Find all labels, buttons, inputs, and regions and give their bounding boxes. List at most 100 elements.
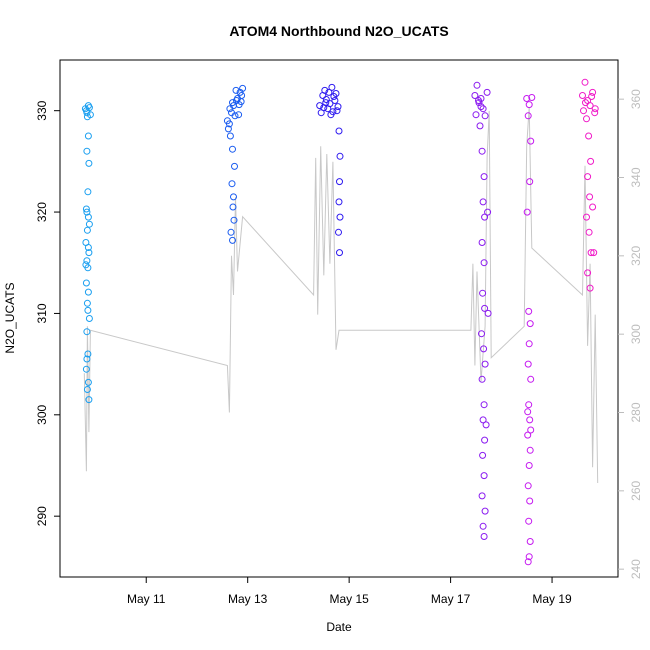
- data-point: [480, 533, 488, 540]
- data-point: [581, 78, 589, 86]
- data-point: [84, 244, 92, 251]
- data-point: [588, 93, 596, 100]
- data-point: [235, 111, 243, 119]
- data-point: [230, 193, 237, 201]
- data-point: [524, 360, 532, 368]
- data-point: [526, 416, 534, 424]
- data-point: [336, 213, 344, 221]
- data-point: [239, 84, 247, 92]
- data-point: [478, 330, 485, 338]
- flight-6-points: [579, 78, 599, 292]
- data-point: [228, 180, 236, 188]
- data-point: [480, 472, 488, 480]
- data-point: [333, 107, 341, 115]
- data-point: [328, 83, 336, 91]
- altitude-series: [83, 106, 599, 484]
- data-point: [527, 375, 535, 383]
- data-point: [590, 249, 598, 257]
- data-point: [525, 517, 533, 525]
- data-points: [81, 78, 599, 566]
- data-point: [84, 350, 92, 358]
- data-point: [229, 236, 236, 244]
- data-point: [477, 103, 485, 111]
- data-point: [83, 208, 91, 216]
- data-point: [335, 127, 343, 135]
- data-point: [587, 157, 595, 165]
- data-point: [480, 401, 488, 409]
- flight-5-points: [523, 94, 536, 566]
- data-point: [524, 408, 532, 416]
- data-point: [585, 132, 593, 140]
- data-point: [316, 102, 324, 110]
- data-point: [84, 306, 92, 314]
- data-point: [484, 309, 492, 317]
- data-point: [526, 497, 534, 505]
- data-point: [336, 178, 343, 186]
- data-point: [85, 249, 93, 257]
- data-point: [336, 152, 344, 160]
- data-point: [586, 284, 594, 292]
- data-point: [85, 315, 93, 322]
- data-point: [481, 213, 489, 221]
- y2-tick-label: 260: [629, 481, 643, 501]
- y2-tick-label: 280: [629, 402, 643, 422]
- data-point: [481, 112, 489, 120]
- data-point: [524, 112, 532, 120]
- data-point: [334, 103, 342, 111]
- data-point: [479, 451, 487, 459]
- data-point: [527, 426, 535, 434]
- data-point: [82, 279, 90, 287]
- data-point: [483, 88, 491, 96]
- data-point: [479, 522, 487, 530]
- data-point: [525, 401, 533, 409]
- data-point: [83, 299, 91, 307]
- y2-axis: 240 260 280 300 320 340 360: [618, 89, 643, 579]
- altitude-line: [83, 106, 599, 484]
- data-point: [587, 249, 595, 257]
- data-point: [83, 328, 91, 336]
- data-point: [84, 132, 92, 140]
- data-point: [526, 178, 534, 186]
- data-point: [335, 198, 343, 206]
- data-point: [85, 104, 93, 112]
- data-point: [481, 360, 489, 368]
- data-point: [331, 97, 339, 104]
- data-point: [481, 436, 489, 444]
- flight-1-points: [81, 102, 94, 404]
- data-point: [479, 416, 487, 424]
- data-point: [582, 99, 589, 107]
- data-point: [231, 162, 238, 170]
- data-point: [523, 208, 531, 216]
- x-tick-label: May 13: [228, 592, 268, 606]
- data-point: [83, 226, 91, 234]
- data-point: [525, 553, 533, 561]
- x-tick-label: May 11: [127, 592, 166, 606]
- data-point: [82, 365, 90, 373]
- data-point: [580, 107, 587, 115]
- data-point: [479, 105, 487, 113]
- data-point: [225, 120, 233, 128]
- data-point: [526, 320, 534, 328]
- data-point: [583, 115, 590, 123]
- data-point: [589, 203, 597, 211]
- data-point: [84, 378, 92, 386]
- data-point: [583, 213, 590, 221]
- data-point: [84, 288, 92, 296]
- data-point: [591, 105, 599, 113]
- data-point: [224, 125, 232, 133]
- data-point: [484, 208, 492, 216]
- data-point: [479, 289, 487, 297]
- x-axis-label: Date: [326, 620, 352, 634]
- data-point: [478, 375, 486, 383]
- data-point: [480, 173, 488, 181]
- data-point: [85, 396, 93, 404]
- data-point: [335, 228, 342, 236]
- data-point: [480, 345, 488, 353]
- data-point: [579, 92, 586, 99]
- data-point: [83, 386, 91, 393]
- data-point: [229, 99, 236, 107]
- y-axis: 290 300 310 320 330: [35, 100, 60, 526]
- data-point: [230, 216, 238, 224]
- data-point: [336, 249, 343, 257]
